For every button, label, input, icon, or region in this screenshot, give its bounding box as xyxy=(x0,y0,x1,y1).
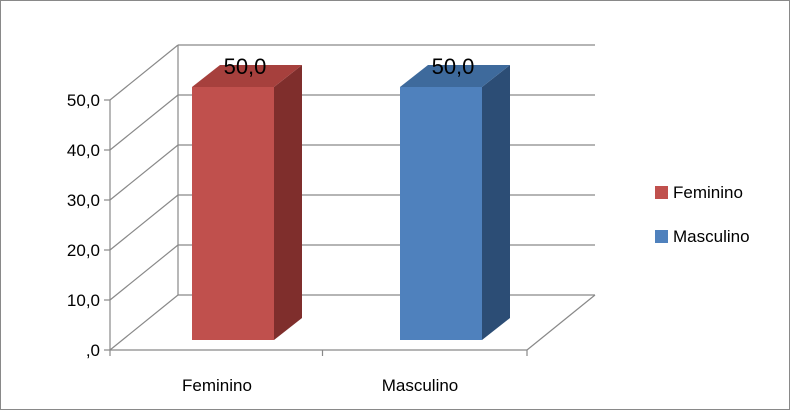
bar-side-feminino xyxy=(274,65,302,340)
y-tick-label: 20,0 xyxy=(67,241,100,260)
category-label-masculino: Masculino xyxy=(382,376,459,395)
bar-top-feminino xyxy=(192,65,302,87)
y-tick-label: 10,0 xyxy=(67,291,100,310)
bar-feminino xyxy=(192,87,274,340)
category-label-feminino: Feminino xyxy=(182,376,252,395)
legend-swatch-masculino xyxy=(655,230,668,243)
legend-label-masculino: Masculino xyxy=(673,227,750,246)
legend-label-feminino: Feminino xyxy=(673,183,743,202)
legend-swatch-feminino xyxy=(655,186,668,199)
floor-edge xyxy=(526,294,596,351)
side-wall-gridline xyxy=(109,44,179,101)
data-label-masculino: 50,0 xyxy=(432,54,475,79)
side-wall-gridline xyxy=(109,194,179,251)
data-label-feminino: 50,0 xyxy=(224,54,267,79)
side-wall-gridline xyxy=(109,294,179,351)
bar-top-masculino xyxy=(400,65,510,87)
y-tick-label: ,0 xyxy=(86,341,100,360)
y-tick-label: 50,0 xyxy=(67,91,100,110)
y-tick-label: 30,0 xyxy=(67,191,100,210)
y-tick-label: 40,0 xyxy=(67,141,100,160)
side-wall-gridline xyxy=(109,144,179,201)
side-wall-gridline xyxy=(109,94,179,151)
bar-side-masculino xyxy=(482,65,510,340)
side-wall-gridline xyxy=(109,244,179,301)
bar-masculino xyxy=(400,87,482,340)
